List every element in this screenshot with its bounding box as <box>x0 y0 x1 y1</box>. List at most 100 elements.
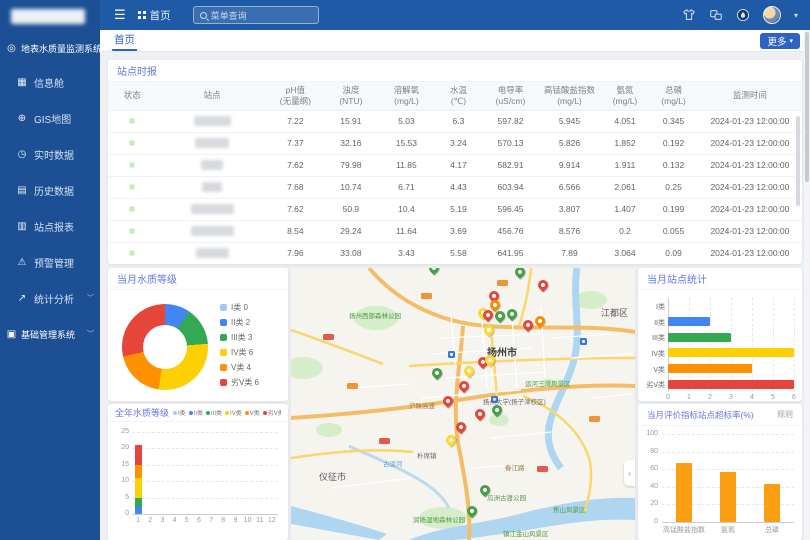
legend-item-II类[interactable]: II类 <box>189 408 203 417</box>
theme-toggle-flame-icon[interactable] <box>736 8 750 22</box>
legend-item-III类[interactable]: III类 <box>206 408 222 417</box>
value-cell: 641.95 <box>483 242 539 264</box>
sidebar-item-实时数据[interactable]: ◷实时数据 <box>0 136 100 172</box>
gridline <box>132 465 278 466</box>
table-row[interactable]: 7.9633.083.435.58641.957.893.0640.092024… <box>108 242 802 264</box>
hbar-IV类[interactable] <box>668 348 794 357</box>
top-navbar: ☰ 首页 菜单查询 ▾ <box>100 0 810 30</box>
legend-item-II类[interactable]: II类 2 <box>220 315 259 330</box>
legend-item-V类[interactable]: V类 4 <box>220 360 259 375</box>
hbar-劣V类[interactable] <box>668 380 794 389</box>
tab-home[interactable]: 首页 <box>112 30 137 51</box>
value-cell: 0.199 <box>649 198 698 220</box>
y-axis-tick: 5 <box>113 494 129 501</box>
legend-item-IV类[interactable]: IV类 <box>225 408 242 417</box>
legend-swatch <box>189 411 193 415</box>
legend-label: I类 0 <box>231 302 248 313</box>
breadcrumb-home-label: 首页 <box>150 8 171 23</box>
table-scrollbar[interactable] <box>796 116 800 206</box>
value-cell: 4.43 <box>434 176 483 198</box>
table-row[interactable]: 7.6250.910.45.19596.453.8071.4070.199202… <box>108 198 802 220</box>
legend-item-I类[interactable]: I类 0 <box>220 300 259 315</box>
station-name-redacted <box>194 116 231 126</box>
category-label-V类: V类 <box>641 365 665 375</box>
legend-swatch <box>225 411 229 415</box>
user-menu-chevron-down-icon[interactable]: ▾ <box>794 11 798 20</box>
legend-swatch <box>245 411 249 415</box>
table-row[interactable]: 7.2215.915.036.3597.825.9454.0510.345202… <box>108 110 802 132</box>
rules-link[interactable]: 规则 <box>777 409 793 420</box>
month-grade-donut-chart[interactable] <box>122 304 208 390</box>
x-axis-tick: 8 <box>217 517 229 524</box>
month-station-hbar-chart[interactable]: 0123456I类II类III类IV类V类劣V类 <box>668 298 794 392</box>
monitor-time-cell: 2024-01-23 12:00:00 <box>698 242 802 264</box>
value-cell: 7.96 <box>268 242 324 264</box>
theme-skin-icon[interactable] <box>682 8 696 22</box>
menu-search-input[interactable]: 菜单查询 <box>193 6 319 24</box>
year-grade-stacked-chart[interactable]: 0510152025123456789101112 <box>132 432 278 514</box>
y-axis-tick: 40 <box>642 483 658 490</box>
sidebar-group-base-management[interactable]: ▣ 基础管理系统 ﹀ <box>0 320 100 348</box>
table-row[interactable]: 8.5429.2411.643.69456.768.5760.20.055202… <box>108 220 802 242</box>
table-row[interactable]: 7.3732.1615.533.24570.135.8261.8520.1922… <box>108 132 802 154</box>
map-collapse-handle[interactable]: ‹ <box>624 460 635 486</box>
value-cell: 9.914 <box>538 154 600 176</box>
legend-item-劣V类[interactable]: 劣V类 <box>263 408 281 417</box>
legend-label: IV类 <box>230 408 242 417</box>
table-row[interactable]: 7.6810.746.714.43603.946.5662.0610.25202… <box>108 176 802 198</box>
breadcrumb-home[interactable]: 首页 <box>138 8 171 23</box>
user-avatar[interactable] <box>763 6 781 24</box>
exceed-rate-bar-chart[interactable]: 020406080100高锰酸盐指数氨氮总磷 <box>662 434 794 522</box>
stacked-bar-month-1[interactable] <box>135 432 142 514</box>
value-cell: 33.08 <box>323 242 379 264</box>
x-axis-tick: 10 <box>242 517 254 524</box>
more-button[interactable]: 更多 ▾ <box>760 33 800 49</box>
gridline <box>689 298 690 392</box>
sidebar-group-surface-water-system[interactable]: ◎ 地表水质量监测系统 ︿ <box>0 34 100 62</box>
page-scrollbar[interactable] <box>804 30 810 540</box>
sidebar-item-信息舱[interactable]: ▦信息舱 <box>0 64 100 100</box>
sidebar-item-历史数据[interactable]: ▤历史数据 <box>0 172 100 208</box>
sidebar-item-统计分析[interactable]: ↗统计分析﹀ <box>0 280 100 316</box>
base-management-icon: ▣ <box>6 329 17 340</box>
hbar-V类[interactable] <box>668 364 752 373</box>
station-name-cell <box>157 242 268 264</box>
vbar-高锰酸盐指数[interactable] <box>676 463 692 522</box>
more-button-label: 更多 <box>767 34 786 48</box>
legend-item-V类[interactable]: V类 <box>245 408 260 417</box>
hamburger-menu-icon[interactable]: ☰ <box>114 7 126 23</box>
sidebar-item-label: 统计分析 <box>34 291 74 306</box>
y-axis-tick: 20 <box>113 444 129 451</box>
sidebar-item-站点报表[interactable]: ▥站点报表 <box>0 208 100 244</box>
scrollbar-thumb[interactable] <box>805 32 809 182</box>
category-label-劣V类: 劣V类 <box>641 380 665 390</box>
legend-item-I类[interactable]: I类 <box>173 408 186 417</box>
value-cell: 5.58 <box>434 242 483 264</box>
hbar-II类[interactable] <box>668 317 710 326</box>
sidebar-group-label: 基础管理系统 <box>21 328 75 341</box>
vbar-氨氮[interactable] <box>720 472 736 522</box>
gridline <box>773 298 774 392</box>
sidebar-item-label: 预警管理 <box>34 255 74 270</box>
legend-label: V类 4 <box>231 362 251 373</box>
table-row[interactable]: 7.6279.9811.854.17582.919.9141.9110.1322… <box>108 154 802 176</box>
legend-item-IV类[interactable]: IV类 6 <box>220 345 259 360</box>
vbar-总磷[interactable] <box>764 484 780 522</box>
sidebar-item-label: 站点报表 <box>34 219 74 234</box>
legend-item-III类[interactable]: III类 3 <box>220 330 259 345</box>
multi-screen-icon[interactable] <box>709 8 723 22</box>
legend-item-劣V类[interactable]: 劣V类 6 <box>220 375 259 390</box>
sidebar-item-GIS地图[interactable]: ⊕GIS地图 <box>0 100 100 136</box>
map-canvas <box>291 268 635 540</box>
value-cell: 456.76 <box>483 220 539 242</box>
gridline <box>710 298 711 392</box>
gis-map[interactable]: 扬州市江都区仪征市扬州西部森林公园运河三湾风景区沪陕高速古运河春江路扬州大学(扬… <box>291 268 635 540</box>
monitor-time-cell: 2024-01-23 12:00:00 <box>698 220 802 242</box>
sidebar-item-预警管理[interactable]: ⚠预警管理 <box>0 244 100 280</box>
value-cell: 0.192 <box>649 132 698 154</box>
hbar-III类[interactable] <box>668 333 731 342</box>
gridline <box>731 298 732 392</box>
value-cell: 1.852 <box>601 132 650 154</box>
y-axis-tick: 25 <box>113 428 129 435</box>
x-axis-tick: 1 <box>132 517 144 524</box>
